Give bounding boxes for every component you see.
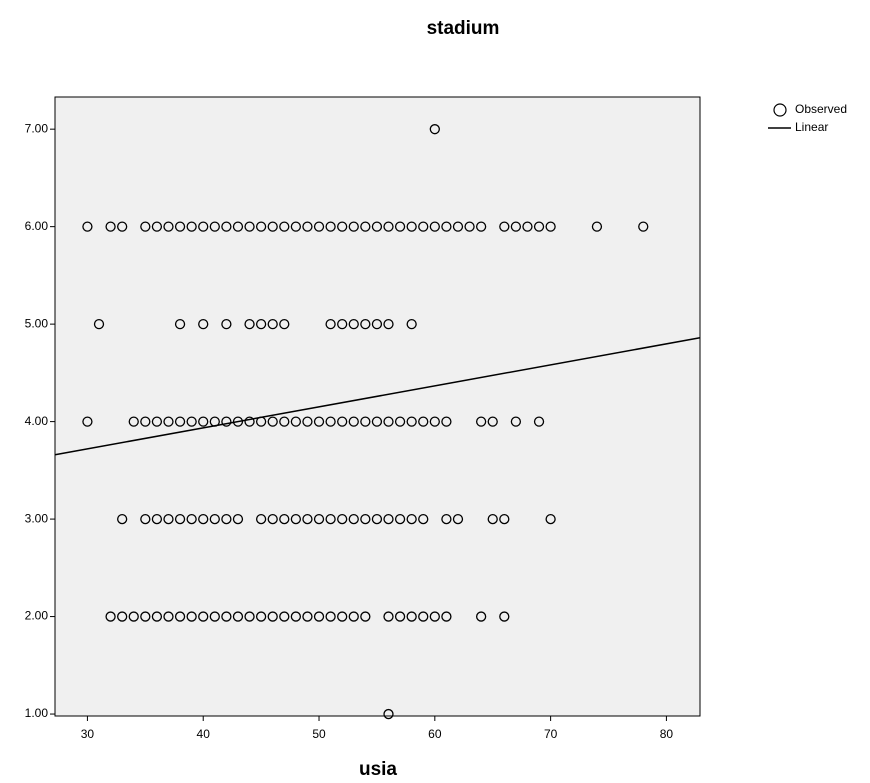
y-tick-label: 6.00 — [25, 219, 49, 233]
y-tick-label: 1.00 — [25, 706, 49, 720]
legend-label: Linear — [795, 120, 828, 134]
plot-area — [55, 97, 700, 716]
y-tick-label: 3.00 — [25, 511, 49, 525]
y-tick-label: 4.00 — [25, 414, 49, 428]
y-tick-label: 5.00 — [25, 316, 49, 330]
legend-marker — [774, 104, 786, 116]
chart-title: stadium — [427, 18, 500, 39]
x-axis-label: usia — [359, 759, 397, 780]
x-tick-label: 60 — [428, 727, 442, 741]
x-tick-label: 40 — [197, 727, 211, 741]
y-tick-label: 2.00 — [25, 609, 49, 623]
x-tick-label: 70 — [544, 727, 558, 741]
legend-label: Observed — [795, 102, 847, 116]
x-tick-label: 30 — [81, 727, 95, 741]
chart: stadium usia 1.00 2.00 3.00 4.00 5.00 6.00 7.0… — [0, 0, 870, 783]
x-tick-label: 80 — [660, 727, 674, 741]
x-tick-label: 50 — [312, 727, 326, 741]
y-tick-label: 7.00 — [25, 121, 49, 135]
